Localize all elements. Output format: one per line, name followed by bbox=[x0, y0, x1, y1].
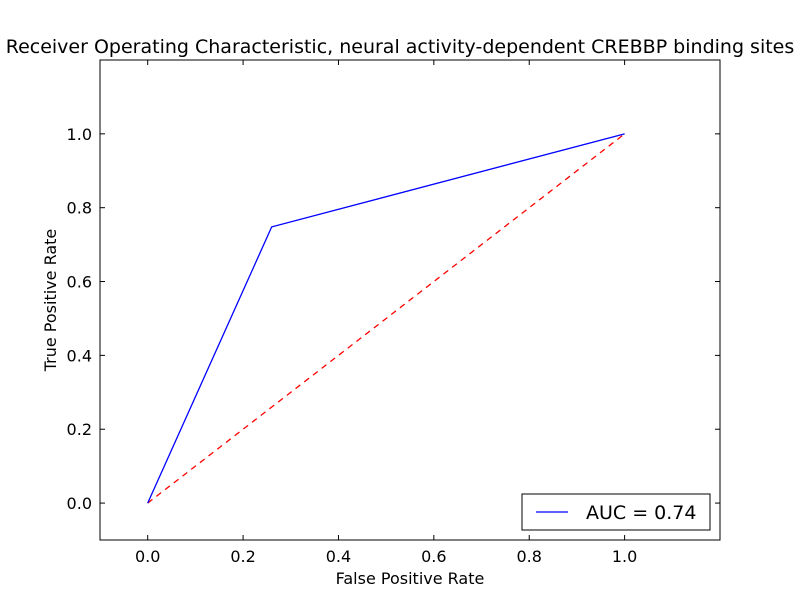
series-layer bbox=[147, 133, 626, 504]
legend-label-auc: AUC = 0.74 bbox=[586, 502, 696, 524]
plot-frame bbox=[99, 59, 721, 541]
roc-curve-line bbox=[147, 133, 625, 504]
ticks-layer: 0.0 0.2 0.4 0.6 0.8 1.0 0.0 0.2 0.4 0.6 0.8 1.0 bbox=[67, 60, 720, 566]
x-tick-label: 1.0 bbox=[612, 547, 637, 566]
y-tick-label: 0.0 bbox=[67, 494, 92, 513]
y-tick-label: 0.4 bbox=[67, 346, 92, 365]
x-tick-label: 0.4 bbox=[326, 547, 351, 566]
y-tick-label: 1.0 bbox=[67, 125, 92, 144]
reference-diagonal-line bbox=[147, 133, 626, 504]
legend: AUC = 0.74 bbox=[521, 493, 711, 531]
y-tick-label: 0.6 bbox=[67, 273, 92, 292]
x-tick-label: 0.2 bbox=[230, 547, 255, 566]
x-axis-label: False Positive Rate bbox=[336, 569, 485, 588]
chart-title: Receiver Operating Characteristic, neura… bbox=[6, 36, 795, 58]
x-tick-label: 0.0 bbox=[135, 547, 160, 566]
x-tick-label: 0.6 bbox=[421, 547, 446, 566]
y-tick-label: 0.8 bbox=[67, 199, 92, 218]
x-tick-label: 0.8 bbox=[517, 547, 542, 566]
y-axis-label: True Positive Rate bbox=[41, 229, 60, 373]
y-tick-label: 0.2 bbox=[67, 420, 92, 439]
